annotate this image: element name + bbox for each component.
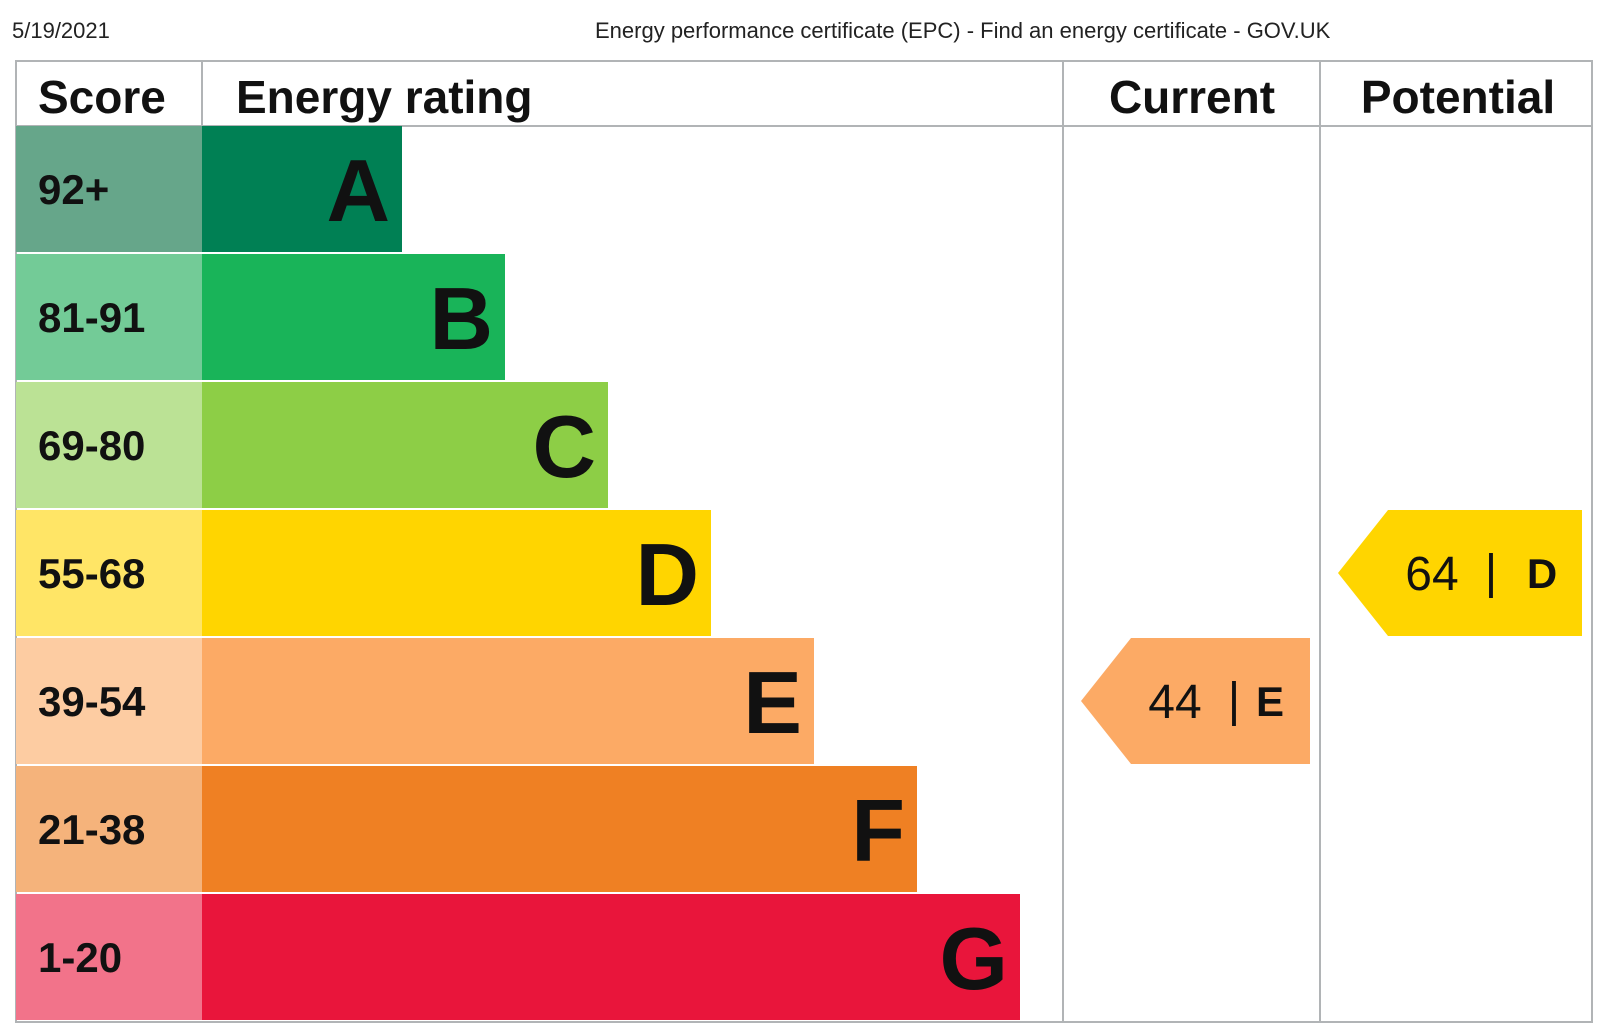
score-cell-b (16, 254, 202, 380)
band-letter-d: D (635, 525, 699, 624)
band-letter-b: B (429, 269, 493, 368)
header-row (15, 60, 1593, 127)
band-bar-d (202, 510, 711, 636)
score-range-b: 81-91 (38, 294, 145, 341)
band-bar-e (202, 638, 814, 764)
current-rating-band: E (1256, 678, 1284, 725)
band-letter-g: G (940, 909, 1008, 1008)
potential-rating-arrow (1338, 510, 1582, 636)
potential-rating-band: D (1527, 550, 1557, 597)
score-range-a: 92+ (38, 166, 109, 213)
score-range-g: 1-20 (38, 934, 122, 981)
band-bar-a (202, 126, 402, 252)
print-date: 5/19/2021 (12, 18, 110, 43)
band-letter-c: C (532, 397, 596, 496)
score-cell-e (16, 638, 202, 764)
energy-rating-column-heading: Energy rating (236, 71, 533, 123)
rating-indicators: 44 | E 64 | D (1081, 510, 1582, 764)
score-cell-d (16, 510, 202, 636)
score-range-f: 21-38 (38, 806, 145, 853)
band-bar-g (202, 894, 1020, 1020)
score-cell-c (16, 382, 202, 508)
current-rating-value: 44 (1148, 676, 1201, 729)
score-cell-g (16, 894, 202, 1020)
band-letter-f: F (851, 781, 905, 880)
current-rating-separator: | (1228, 674, 1240, 727)
band-letter-e: E (743, 653, 802, 752)
score-range-c: 69-80 (38, 422, 145, 469)
score-cell-a (16, 126, 202, 252)
band-bar-f (202, 766, 917, 892)
score-column-heading: Score (38, 71, 166, 123)
current-column-heading: Current (1109, 71, 1275, 123)
band-letter-a: A (326, 141, 390, 240)
score-range-d: 55-68 (38, 550, 145, 597)
score-range-e: 39-54 (38, 678, 146, 725)
page-title: Energy performance certificate (EPC) - F… (595, 18, 1331, 43)
rating-bands: 92+ A 81-91 B 69-80 C 55-68 D 39-54 E 21-38 F 1-20 G (16, 126, 1020, 1020)
score-cell-f (16, 766, 202, 892)
potential-rating-value: 64 (1405, 548, 1458, 601)
band-bar-b (202, 254, 505, 380)
potential-rating-separator: | (1485, 546, 1497, 599)
band-bar-c (202, 382, 608, 508)
current-rating-arrow (1081, 638, 1310, 764)
potential-column-heading: Potential (1361, 71, 1555, 123)
